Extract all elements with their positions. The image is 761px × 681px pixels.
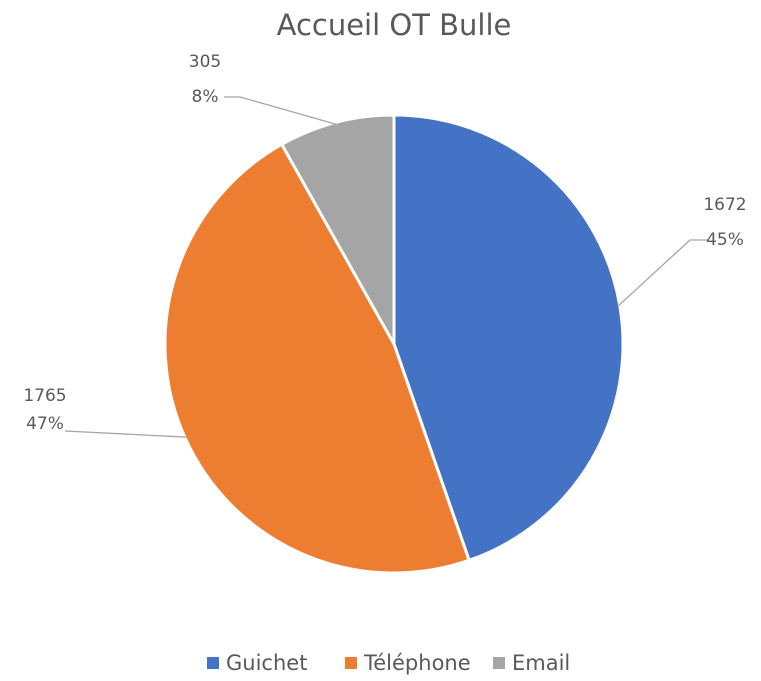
percent-label: 45% — [706, 230, 744, 250]
legend-label: Email — [512, 651, 570, 675]
data-label: 305 — [189, 52, 221, 72]
leader-line — [224, 96, 337, 126]
leader-line — [617, 239, 708, 307]
pie-slice — [279, 113, 396, 350]
pie-slice — [392, 113, 625, 563]
percent-label: 47% — [26, 414, 64, 434]
legend-swatch — [207, 657, 219, 669]
legend-label: Téléphone — [363, 651, 471, 675]
legend-swatch — [345, 657, 357, 669]
data-label: 1672 — [703, 195, 746, 215]
pie-slice — [163, 142, 472, 575]
leader-line — [64, 430, 188, 438]
legend-label: Guichet — [226, 651, 307, 675]
percent-label: 8% — [192, 87, 219, 107]
data-label: 1765 — [23, 386, 66, 406]
legend-swatch — [493, 657, 505, 669]
chart-title: Accueil OT Bulle — [277, 8, 512, 42]
